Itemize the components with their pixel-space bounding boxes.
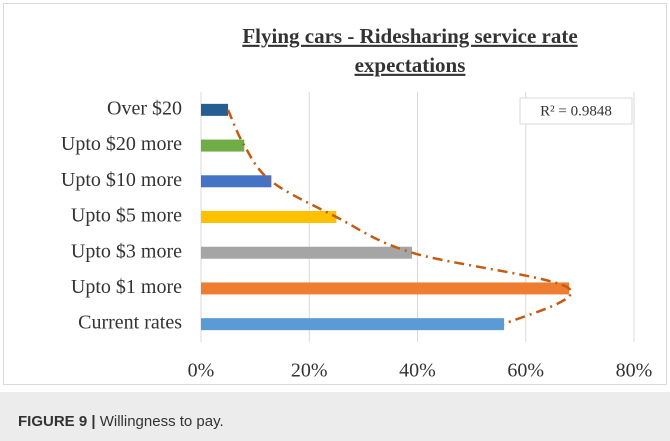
x-tick-label: 20% [291, 360, 328, 382]
y-tick-label: Current rates [78, 312, 182, 334]
caption-text: Willingness to pay. [100, 413, 224, 430]
bar [201, 103, 229, 116]
y-tick-label: Upto $5 more [71, 205, 182, 227]
bar [201, 246, 413, 259]
y-tick-label: Upto $10 more [61, 169, 182, 191]
caption-label: FIGURE 9 | [18, 413, 96, 430]
annotation-box [519, 97, 633, 125]
bar [201, 139, 245, 152]
bar [201, 318, 505, 331]
bar [201, 175, 272, 188]
bar [201, 211, 337, 223]
y-tick-label: Upto $3 more [71, 240, 182, 262]
y-tick-label: Upto $1 more [71, 276, 182, 298]
y-tick-label: Upto $20 more [61, 133, 182, 155]
chart-title: expectations [355, 53, 466, 77]
x-tick-label: 0% [188, 360, 215, 382]
trendline [226, 109, 573, 326]
chart-title: Flying cars - Ridesharing service rate [242, 24, 577, 48]
caption: FIGURE 9 | Willingness to pay. [18, 413, 224, 430]
bar [201, 282, 570, 295]
x-tick-label: 40% [399, 360, 436, 382]
caption-background [0, 392, 670, 441]
x-tick-label: 60% [507, 360, 544, 382]
y-tick-label: Over $20 [107, 97, 182, 119]
trendline-annotation: R² = 0.9848 [540, 103, 612, 119]
x-tick-label: 80% [616, 360, 653, 382]
